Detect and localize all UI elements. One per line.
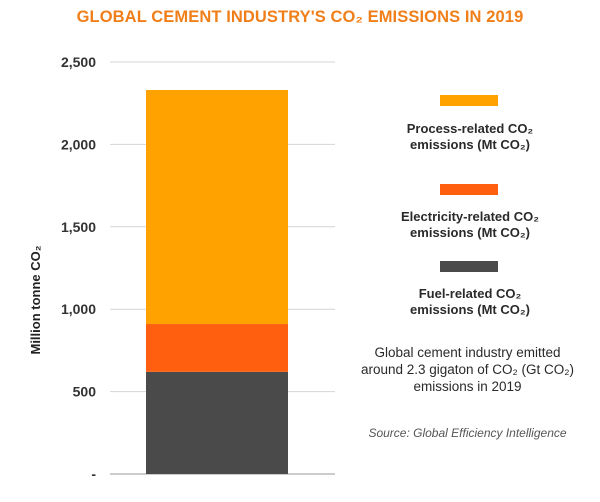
y-axis-label: Million tonne CO₂ xyxy=(28,245,43,354)
y-tick-label: - xyxy=(91,466,96,482)
legend-label-fuel: Fuel-related CO₂ emissions (Mt CO₂) xyxy=(370,286,570,318)
legend-label-electricity: Electricity-related CO₂ emissions (Mt CO… xyxy=(370,209,570,241)
bar-segment xyxy=(146,371,288,474)
chart-title: GLOBAL CEMENT INDUSTRY'S CO₂ EMISSIONS I… xyxy=(76,8,524,26)
legend-label-fuel-line2: emissions (Mt CO₂) xyxy=(410,302,530,317)
bar-segment xyxy=(146,90,288,325)
note-line2: around 2.3 gigaton of CO₂ (Gt CO₂) xyxy=(360,362,575,377)
legend-swatch-electricity xyxy=(440,184,498,195)
legend-label-electricity-line2: emissions (Mt CO₂) xyxy=(410,225,530,240)
legend-label-process-line1: Process-related CO₂ xyxy=(406,121,534,136)
bar-segment xyxy=(146,324,288,372)
legend-label-electricity-line1: Electricity-related CO₂ xyxy=(401,209,539,224)
y-tick-label: 2,000 xyxy=(61,136,96,152)
legend-swatch-process xyxy=(440,95,498,106)
y-tick-label: 2,500 xyxy=(61,54,96,70)
source-note: Source: Global Efficiency Intelligence xyxy=(368,426,567,440)
legend-label-process: Process-related CO₂ emissions (Mt CO₂) xyxy=(370,121,570,153)
y-tick-label: 1,500 xyxy=(61,219,96,235)
note-line1: Global cement industry emitted xyxy=(374,345,561,360)
y-tick-label: 1,000 xyxy=(61,301,96,317)
legend-label-fuel-line1: Fuel-related CO₂ xyxy=(418,286,522,301)
note-line3: emissions in 2019 xyxy=(413,379,522,394)
legend-swatch-fuel xyxy=(440,261,498,272)
annotation-note: Global cement industry emitted around 2.… xyxy=(350,344,585,395)
y-tick-label: 500 xyxy=(73,384,97,400)
legend-label-process-line2: emissions (Mt CO₂) xyxy=(410,137,530,152)
